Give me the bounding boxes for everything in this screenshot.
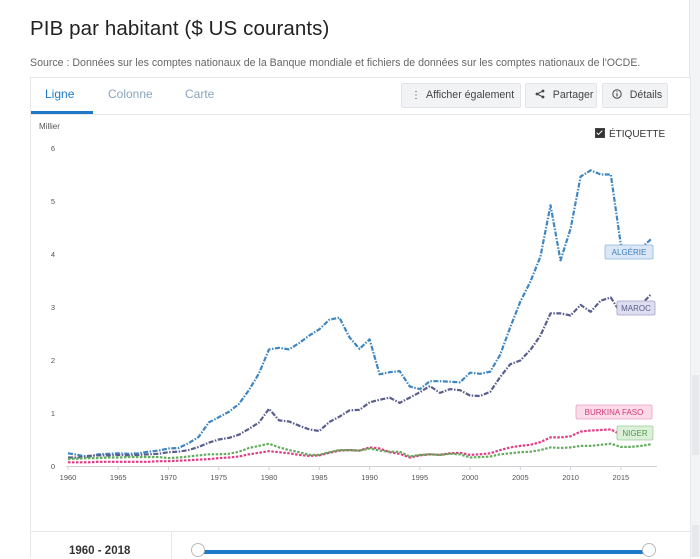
source-note: Source : Données sur les comptes nationa… xyxy=(30,57,641,69)
y-tick-label: 5 xyxy=(51,197,55,206)
x-tick-label: 1985 xyxy=(311,473,328,482)
tab-ligne[interactable]: Ligne xyxy=(45,87,75,101)
series-label-box xyxy=(616,300,656,316)
series-label: ALGÉRIE xyxy=(612,248,647,257)
y-tick-label: 1 xyxy=(51,409,55,418)
series-line-maroc xyxy=(68,293,652,459)
share-icon xyxy=(535,89,548,101)
active-tab-indicator xyxy=(31,111,93,114)
range-separator xyxy=(171,532,172,559)
series-label: NIGER xyxy=(622,429,648,438)
more-vertical-icon: ⋮ xyxy=(411,90,421,101)
range-label: 1960 - 2018 xyxy=(69,545,131,557)
details-label: Détails xyxy=(629,89,663,101)
x-tick-label: 1975 xyxy=(210,473,227,482)
range-slider-track[interactable] xyxy=(196,550,646,554)
x-tick-label: 1960 xyxy=(60,473,77,482)
series-label-box xyxy=(616,425,654,441)
line-chart: Millier 0 1 2 3 4 5 6 1960 1965 1970 1975 1980 1985 19… xyxy=(39,122,657,482)
label-toggle[interactable]: ÉTIQUETTE xyxy=(595,128,665,140)
info-icon xyxy=(612,89,625,101)
series-label-box xyxy=(604,244,654,260)
details-button[interactable]: Détails xyxy=(602,83,668,108)
page-title: PIB par habitant ($ US courants) xyxy=(30,17,330,40)
x-tick-label: 2010 xyxy=(562,473,579,482)
y-axis-title: Millier xyxy=(39,122,60,131)
side-ad-strip-lower xyxy=(692,525,699,557)
y-tick-label: 2 xyxy=(51,356,55,365)
x-tick-label: 1990 xyxy=(361,473,378,482)
y-tick-label: 6 xyxy=(51,144,55,153)
label-toggle-text: ÉTIQUETTE xyxy=(609,129,666,140)
side-ad-strip xyxy=(692,375,699,455)
share-label: Partager xyxy=(552,89,594,101)
range-slider-end-handle[interactable] xyxy=(642,543,656,557)
y-tick-label: 3 xyxy=(51,303,55,312)
x-tick-label: 1995 xyxy=(411,473,428,482)
tab-colonne[interactable]: Colonne xyxy=(108,87,153,101)
tab-carte[interactable]: Carte xyxy=(185,87,215,101)
range-slider-start-handle[interactable] xyxy=(191,543,205,557)
series-label: MAROC xyxy=(621,304,651,313)
y-tick-label: 4 xyxy=(51,250,55,259)
x-tick-label: 1970 xyxy=(160,473,177,482)
series-label-box xyxy=(575,404,653,420)
x-tick-label: 2005 xyxy=(512,473,529,482)
share-button[interactable]: Partager xyxy=(525,83,597,108)
range-bar: 1960 - 2018 xyxy=(31,531,690,559)
x-tick-label: 1965 xyxy=(110,473,127,482)
series-line-niger xyxy=(67,442,652,461)
show-also-label: Afficher également xyxy=(426,89,515,101)
show-also-button[interactable]: ⋮ Afficher également xyxy=(401,83,521,108)
series-line-burkina xyxy=(68,426,652,464)
chart-area: Millier 0 1 2 3 4 5 6 1960 1965 1970 1975 1980 1985 19… xyxy=(31,115,690,535)
x-tick-label: 1980 xyxy=(261,473,278,482)
label-checkbox[interactable] xyxy=(595,128,605,138)
series-line-algerie xyxy=(67,169,652,459)
chart-panel: Ligne Colonne Carte ⋮ Afficher également … xyxy=(30,77,691,559)
chart-tabs: Ligne Colonne Carte ⋮ Afficher également … xyxy=(31,78,690,115)
series-label: BURKINA FASO xyxy=(585,408,644,417)
x-tick-label: 2000 xyxy=(462,473,479,482)
x-tick-label: 2015 xyxy=(613,473,630,482)
y-tick-label: 0 xyxy=(51,462,55,471)
